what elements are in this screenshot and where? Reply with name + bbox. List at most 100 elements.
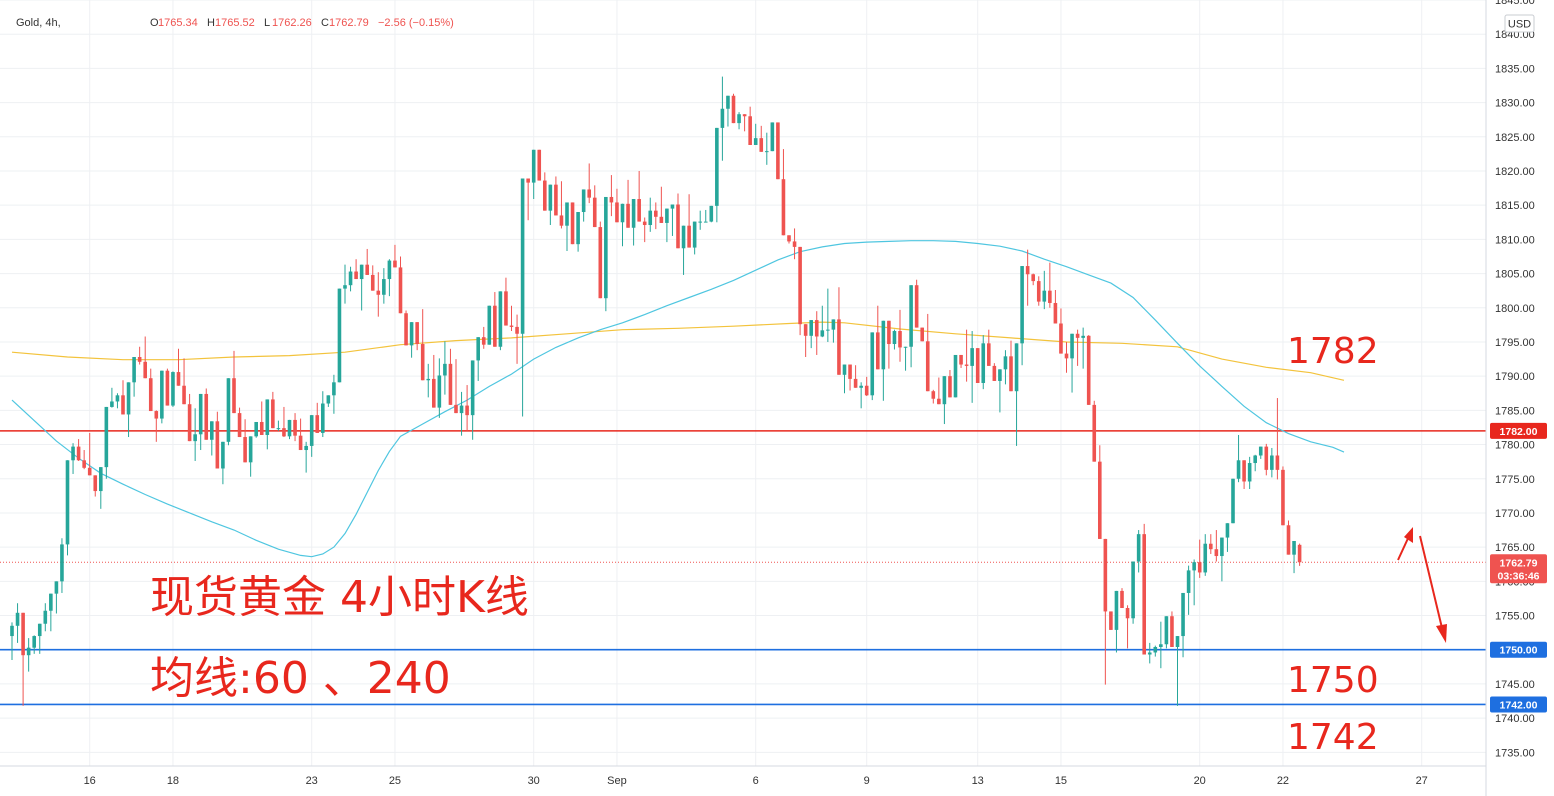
y-tick-label: 1785.00 bbox=[1495, 405, 1535, 417]
candle-body bbox=[1025, 266, 1030, 275]
candle bbox=[126, 382, 131, 438]
candle-body bbox=[1003, 356, 1008, 370]
y-tick-label: 1830.00 bbox=[1495, 98, 1535, 110]
candle bbox=[282, 406, 286, 438]
candle bbox=[1142, 523, 1146, 655]
currency-badge[interactable] bbox=[1504, 14, 1535, 33]
candle bbox=[259, 401, 264, 435]
x-tick-label: 30 bbox=[528, 775, 540, 787]
candle-body bbox=[393, 260, 397, 268]
candle-body bbox=[160, 370, 164, 419]
candle bbox=[1225, 523, 1230, 552]
candle bbox=[1092, 400, 1097, 462]
candle-body bbox=[948, 376, 952, 398]
candle bbox=[1009, 340, 1013, 392]
candle bbox=[842, 364, 847, 394]
candle-body bbox=[309, 415, 314, 446]
candle-body bbox=[781, 179, 786, 236]
candle bbox=[165, 368, 170, 406]
time-axis[interactable]: 16 18 23 25 30 Sep 6 9 13 15 20 22 27 bbox=[84, 775, 1428, 787]
candle-body bbox=[681, 225, 686, 249]
candle bbox=[814, 311, 819, 355]
candle-body bbox=[359, 264, 364, 280]
candle-body bbox=[998, 369, 1002, 381]
candle-body bbox=[1253, 455, 1257, 464]
candle bbox=[404, 310, 408, 346]
y-tick-label: 1740.00 bbox=[1495, 713, 1535, 725]
candle bbox=[692, 221, 697, 255]
candle bbox=[160, 370, 164, 424]
candle-body bbox=[1192, 562, 1196, 571]
candle-body bbox=[354, 271, 358, 280]
candle bbox=[93, 475, 98, 497]
candle-body bbox=[765, 151, 769, 153]
candle-body bbox=[348, 271, 353, 286]
candle-body bbox=[826, 329, 830, 331]
candle bbox=[1197, 539, 1202, 578]
candle-body bbox=[570, 202, 575, 245]
candle-body bbox=[609, 196, 614, 203]
candle-body bbox=[21, 612, 25, 656]
candle-body bbox=[265, 399, 270, 435]
candle-body bbox=[1031, 274, 1035, 282]
candle bbox=[1042, 270, 1047, 310]
candle-body bbox=[831, 319, 836, 330]
candle-body bbox=[76, 446, 81, 461]
candle bbox=[321, 391, 325, 438]
candle bbox=[959, 354, 963, 368]
candle bbox=[1159, 621, 1163, 669]
candle-body bbox=[559, 215, 564, 226]
candle bbox=[1175, 636, 1180, 706]
candle bbox=[1209, 534, 1213, 554]
ma60-group bbox=[11, 240, 1345, 558]
grid-lines bbox=[0, 0, 1486, 766]
candle-body bbox=[598, 227, 603, 299]
candle bbox=[576, 212, 580, 252]
candle-body bbox=[975, 348, 980, 383]
candle bbox=[531, 149, 536, 200]
candle bbox=[870, 332, 875, 401]
candle bbox=[304, 441, 308, 473]
annotation-level-1750: 1750 bbox=[1287, 660, 1379, 701]
candle-body bbox=[1197, 562, 1202, 573]
candle-body bbox=[1225, 523, 1230, 538]
candle-body bbox=[692, 221, 697, 248]
candle-body bbox=[232, 378, 236, 414]
candle bbox=[1275, 398, 1280, 480]
candle bbox=[765, 132, 769, 165]
candle-body bbox=[443, 363, 447, 376]
candle bbox=[726, 95, 730, 127]
candle-body bbox=[1147, 652, 1152, 655]
candle-body bbox=[459, 405, 464, 414]
candle-body bbox=[798, 246, 802, 325]
candle-body bbox=[748, 116, 752, 145]
candle-body bbox=[104, 406, 109, 468]
candle-body bbox=[914, 285, 919, 328]
candle bbox=[354, 259, 358, 280]
candle-body bbox=[537, 149, 542, 181]
candle bbox=[776, 122, 780, 180]
candle bbox=[154, 410, 159, 442]
candle bbox=[1120, 588, 1124, 609]
candle bbox=[376, 272, 381, 317]
candle bbox=[687, 194, 691, 248]
candle bbox=[1231, 478, 1235, 524]
candle-body bbox=[432, 378, 436, 408]
candle bbox=[26, 638, 31, 672]
candle-body bbox=[515, 326, 519, 334]
candle bbox=[565, 202, 569, 252]
candle-body bbox=[71, 446, 75, 461]
ohlc-legend: Gold, 4h, bbox=[16, 17, 61, 29]
candle-body bbox=[121, 395, 125, 415]
candle-body bbox=[454, 404, 458, 414]
candle bbox=[1098, 445, 1102, 539]
annotation-level-1782: 1782 bbox=[1287, 331, 1379, 372]
candle-body bbox=[465, 405, 469, 416]
candle-body bbox=[1092, 404, 1097, 462]
candles-layer bbox=[10, 76, 1302, 706]
candle-body bbox=[887, 320, 891, 345]
x-tick-label: 16 bbox=[84, 775, 96, 787]
candle bbox=[709, 205, 714, 223]
